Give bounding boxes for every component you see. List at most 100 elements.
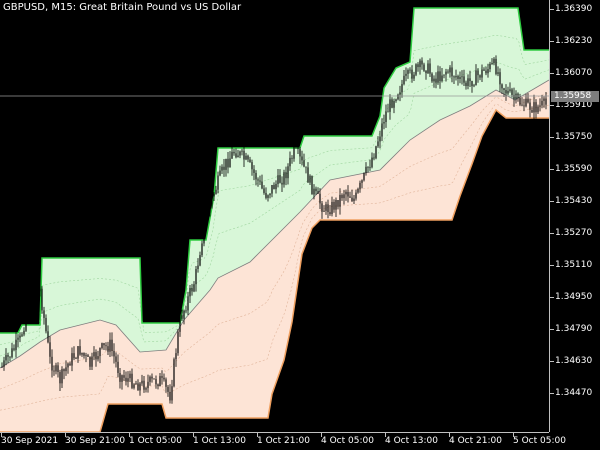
- candle-body: [1, 366, 3, 368]
- candle-body: [357, 188, 359, 193]
- price-tick: [550, 233, 554, 234]
- candle-body: [75, 358, 77, 360]
- candle-body: [111, 339, 113, 351]
- candle-body: [91, 356, 93, 367]
- candle-body: [421, 60, 423, 65]
- candle-body: [285, 172, 287, 179]
- candle-body: [543, 98, 545, 101]
- candle-body: [119, 373, 121, 382]
- candle-body: [223, 166, 225, 170]
- candle-body: [317, 191, 319, 194]
- candle-body: [545, 98, 547, 105]
- candle-body: [469, 78, 471, 82]
- candle-body: [3, 360, 5, 367]
- candle-body: [161, 376, 163, 378]
- upper-band-line: [0, 7, 549, 334]
- candle-body: [225, 158, 227, 170]
- candle-body: [441, 75, 443, 82]
- candle-body: [269, 193, 271, 196]
- candle-body: [37, 291, 39, 297]
- candle-body: [145, 388, 147, 390]
- candle-body: [467, 78, 469, 87]
- candle-body: [345, 191, 347, 195]
- candle-body: [381, 123, 383, 137]
- candle-body: [15, 339, 17, 350]
- price-label: 1.35430: [555, 196, 593, 206]
- candle-body: [259, 180, 261, 182]
- price-label: 1.35590: [555, 164, 593, 174]
- candle-body: [363, 172, 365, 181]
- candle-body: [309, 175, 311, 183]
- candle-body: [267, 195, 269, 198]
- time-label: 1 Oct 21:00: [257, 436, 310, 446]
- candle-body: [33, 297, 35, 304]
- candle-body: [355, 192, 357, 199]
- current-price-label: 1.35958: [551, 91, 599, 102]
- candle-body: [231, 151, 233, 159]
- lower-level-2: [0, 104, 549, 411]
- candle-body: [327, 204, 329, 213]
- time-label: 4 Oct 05:00: [321, 436, 374, 446]
- candle-body: [241, 150, 243, 152]
- candle-body: [499, 72, 501, 85]
- candle-body: [63, 369, 65, 372]
- candle-body: [149, 376, 151, 382]
- candle-body: [243, 150, 245, 160]
- candle-body: [61, 369, 63, 384]
- candle-body: [47, 331, 49, 343]
- candle-body: [177, 331, 179, 354]
- candle-body: [507, 90, 509, 94]
- candle-body: [83, 352, 85, 356]
- candle-body: [135, 383, 137, 385]
- time-tick: [513, 433, 514, 437]
- candle-body: [287, 166, 289, 179]
- candle-body: [301, 156, 303, 161]
- price-label: 1.35910: [555, 100, 593, 110]
- candle-body: [89, 356, 91, 367]
- candle-body: [131, 373, 133, 388]
- candle-body: [97, 356, 99, 360]
- time-label: 4 Oct 21:00: [449, 436, 502, 446]
- candle-body: [163, 377, 165, 380]
- price-tick: [550, 265, 554, 266]
- candle-body: [45, 317, 47, 332]
- lower-band-line: [0, 108, 549, 432]
- candle-body: [121, 375, 123, 382]
- candle-body: [315, 188, 317, 192]
- candle-body: [473, 85, 475, 87]
- candle-body: [183, 310, 185, 319]
- candle-body: [491, 63, 493, 64]
- candle-body: [503, 88, 505, 90]
- time-tick: [65, 433, 66, 437]
- candle-body: [19, 335, 21, 338]
- candle-body: [321, 203, 323, 212]
- candle-body: [247, 155, 249, 160]
- candle-body: [525, 98, 527, 107]
- price-plot-area[interactable]: GBPUSD, M15: Great Britain Pound vs US D…: [0, 0, 549, 432]
- price-tick: [550, 329, 554, 330]
- candle-body: [229, 158, 231, 168]
- candle-body: [313, 188, 315, 195]
- candle-body: [289, 157, 291, 167]
- candle-body: [283, 172, 285, 185]
- candle-body: [55, 365, 57, 372]
- candle-body: [107, 346, 109, 352]
- time-axis[interactable]: 30 Sep 2021 30 Sep 21:00 1 Oct 05:00 1 Oct …: [0, 432, 566, 450]
- candle-body: [5, 355, 7, 361]
- candle-body: [129, 373, 131, 379]
- price-label: 1.34630: [555, 356, 593, 366]
- candle-body: [53, 370, 55, 372]
- candle-body: [397, 94, 399, 100]
- price-tick: [550, 361, 554, 362]
- candle-body: [493, 58, 495, 64]
- price-tick: [550, 297, 554, 298]
- candle-body: [391, 99, 393, 108]
- candle-body: [331, 201, 333, 215]
- candle-body: [435, 78, 437, 83]
- price-axis[interactable]: 1.36390 1.36230 1.36070 1.35910 1.35750 1.355…: [549, 0, 600, 432]
- candle-body: [417, 64, 419, 68]
- candle-body: [155, 379, 157, 385]
- time-tick: [1, 433, 2, 437]
- candle-body: [425, 70, 427, 74]
